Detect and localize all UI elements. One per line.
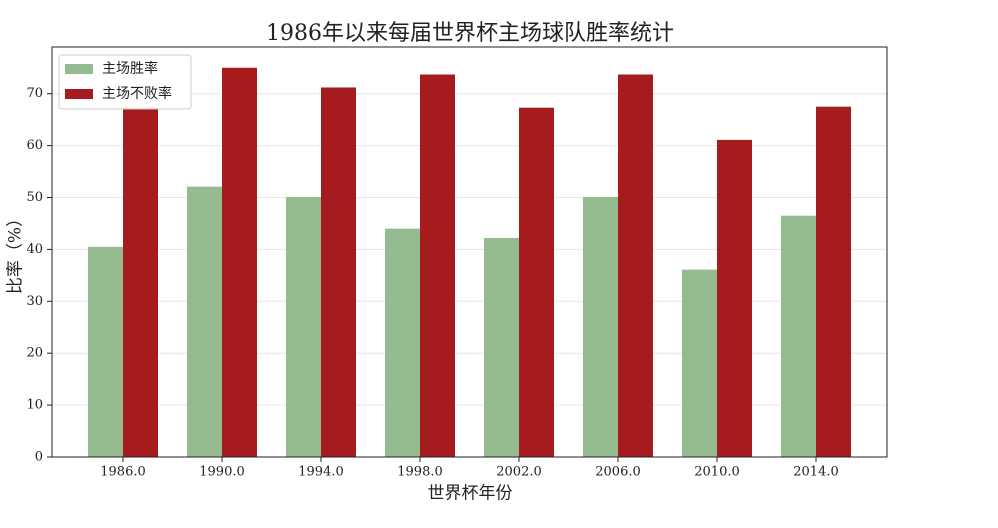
y-tick-label: 10 [26, 398, 43, 413]
bar [618, 74, 653, 457]
bar [187, 186, 222, 457]
bar [420, 74, 455, 457]
bar [816, 106, 851, 458]
legend-swatch [65, 89, 93, 99]
y-tick-label: 40 [26, 242, 43, 257]
x-axis-label: 世界杯年份 [428, 484, 513, 504]
legend-swatch [65, 64, 93, 74]
y-tick-label: 50 [26, 190, 43, 205]
bar [717, 139, 752, 457]
x-tick-label: 2002.0 [496, 465, 542, 480]
x-tick-label: 1994.0 [298, 465, 344, 480]
bar [88, 246, 123, 457]
x-tick-label: 2010.0 [694, 465, 740, 480]
y-tick-label: 20 [26, 346, 43, 361]
bar [781, 215, 816, 457]
y-axis-label: 比率（%） [6, 210, 26, 294]
y-tick-label: 70 [26, 86, 43, 101]
legend-label: 主场胜率 [102, 60, 158, 77]
x-tick-label: 1998.0 [397, 465, 443, 480]
x-tick-label: 1986.0 [100, 465, 146, 480]
bar [286, 196, 321, 457]
chart-title: 1986年以来每届世界杯主场球队胜率统计 [266, 21, 674, 46]
plot-frame [51, 46, 888, 458]
y-tick-label: 0 [35, 450, 43, 465]
bar [519, 107, 554, 457]
bar [484, 237, 519, 457]
bar [222, 67, 257, 457]
bar [583, 196, 618, 457]
bar [123, 107, 158, 457]
x-tick-label: 2014.0 [793, 465, 839, 480]
x-tick-label: 1990.0 [199, 465, 245, 480]
y-tick-label: 30 [26, 294, 43, 309]
bar [682, 269, 717, 457]
y-tick-label: 60 [26, 138, 43, 153]
bar [385, 228, 420, 457]
bar [321, 87, 356, 457]
legend-label: 主场不败率 [102, 85, 172, 102]
x-tick-label: 2006.0 [595, 465, 641, 480]
